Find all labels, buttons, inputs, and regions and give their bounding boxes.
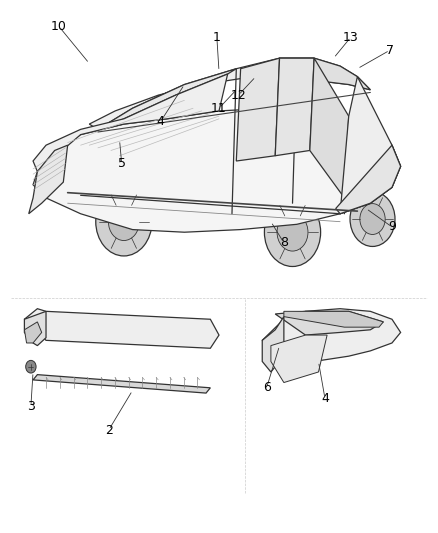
Polygon shape bbox=[33, 375, 210, 393]
Text: 4: 4 bbox=[157, 115, 165, 128]
Circle shape bbox=[96, 188, 152, 256]
Text: 10: 10 bbox=[51, 20, 67, 33]
Circle shape bbox=[277, 213, 308, 251]
Polygon shape bbox=[33, 74, 228, 172]
Polygon shape bbox=[33, 108, 401, 232]
Polygon shape bbox=[25, 309, 219, 348]
Circle shape bbox=[360, 204, 385, 235]
Polygon shape bbox=[340, 77, 401, 214]
Polygon shape bbox=[89, 58, 371, 130]
Text: 8: 8 bbox=[280, 236, 288, 249]
Text: 2: 2 bbox=[105, 424, 113, 437]
Polygon shape bbox=[262, 309, 401, 364]
Text: 11: 11 bbox=[211, 102, 227, 115]
Text: 1: 1 bbox=[213, 30, 221, 44]
Polygon shape bbox=[275, 58, 314, 156]
Text: 3: 3 bbox=[27, 400, 35, 413]
Text: 5: 5 bbox=[118, 157, 126, 170]
Polygon shape bbox=[284, 311, 383, 327]
Polygon shape bbox=[310, 58, 349, 198]
Circle shape bbox=[350, 191, 395, 246]
Polygon shape bbox=[275, 311, 383, 335]
Polygon shape bbox=[271, 58, 371, 90]
Polygon shape bbox=[98, 69, 236, 130]
Circle shape bbox=[265, 198, 321, 266]
Text: 7: 7 bbox=[386, 44, 394, 56]
Text: 6: 6 bbox=[263, 381, 271, 394]
Polygon shape bbox=[29, 145, 67, 214]
Text: 12: 12 bbox=[230, 88, 246, 102]
Polygon shape bbox=[25, 322, 42, 343]
Text: 9: 9 bbox=[388, 221, 396, 233]
Circle shape bbox=[108, 203, 139, 240]
Polygon shape bbox=[25, 311, 46, 345]
Polygon shape bbox=[271, 335, 327, 383]
Circle shape bbox=[26, 360, 36, 373]
Polygon shape bbox=[336, 145, 401, 214]
Polygon shape bbox=[236, 58, 279, 161]
Polygon shape bbox=[262, 317, 284, 372]
Text: 13: 13 bbox=[343, 30, 359, 44]
Text: 4: 4 bbox=[321, 392, 329, 405]
